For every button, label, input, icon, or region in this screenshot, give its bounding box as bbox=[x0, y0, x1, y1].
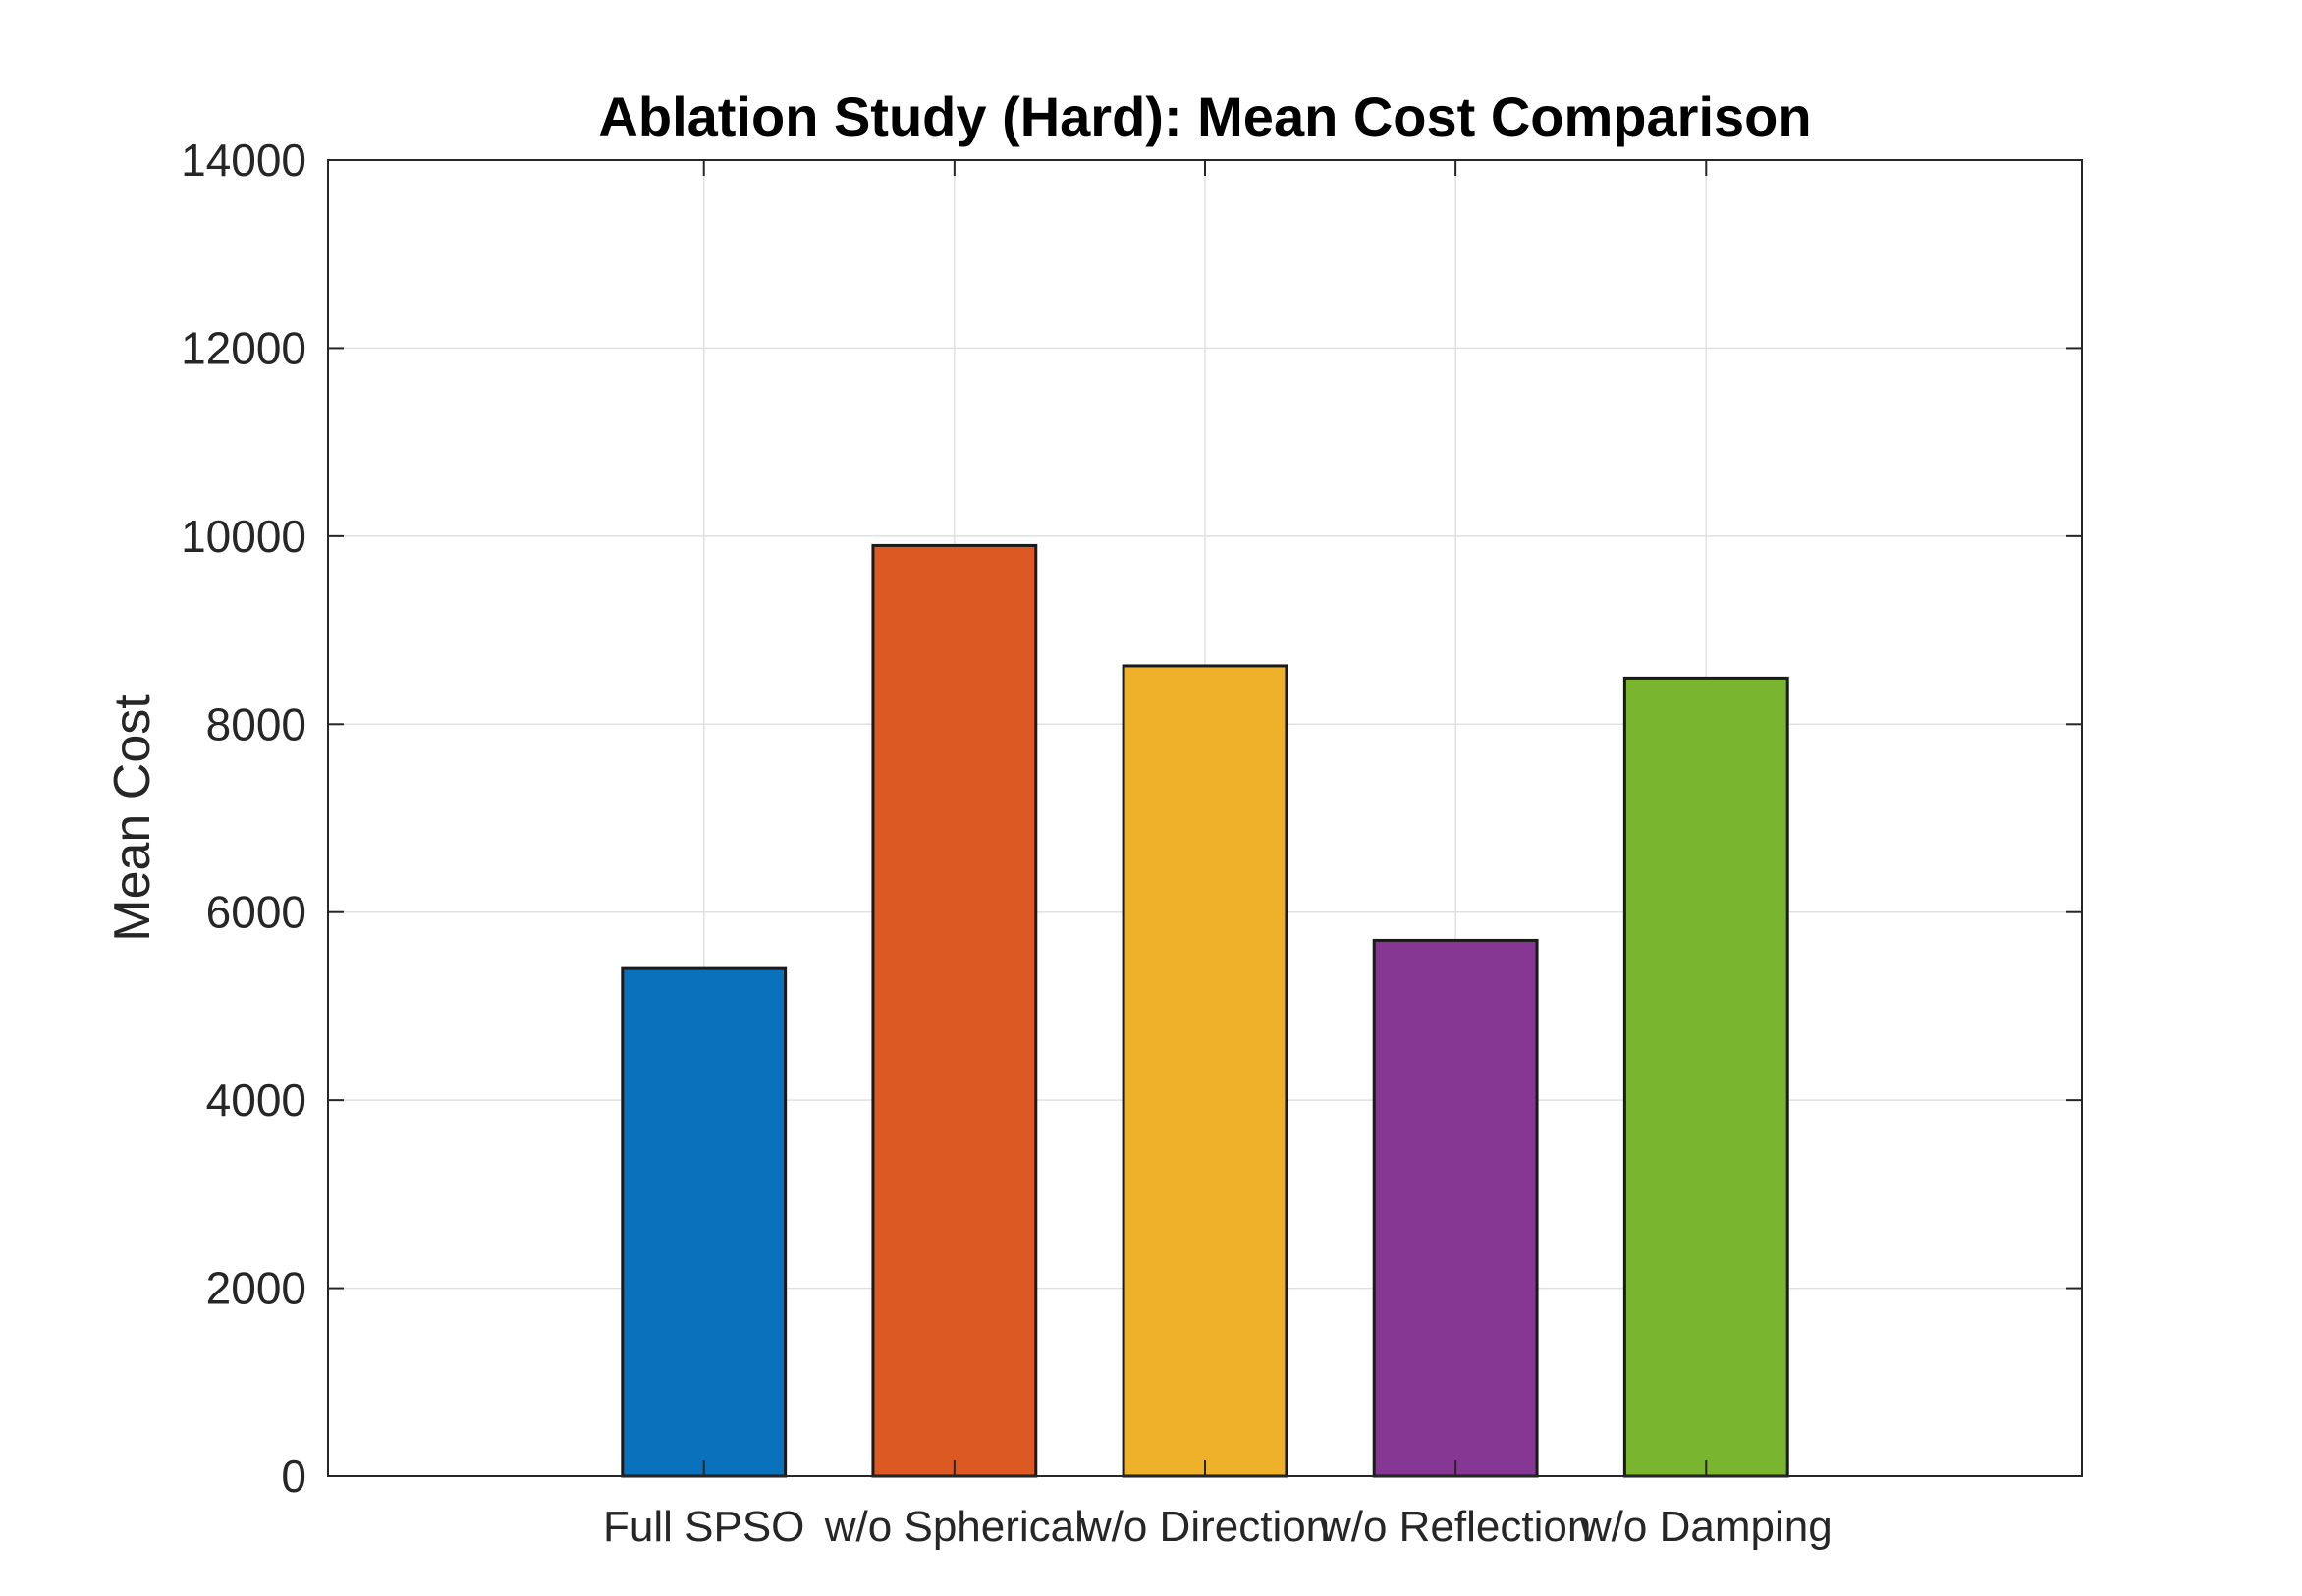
y-tick-label: 6000 bbox=[206, 887, 306, 938]
y-tick-label: 8000 bbox=[206, 698, 306, 749]
y-tick-label: 0 bbox=[281, 1451, 306, 1502]
x-tick-label: w/o Spherical bbox=[824, 1503, 1084, 1551]
y-tick-label: 12000 bbox=[181, 322, 306, 373]
axis-ticks bbox=[328, 159, 2082, 1477]
x-tick-label: w/o Damping bbox=[1579, 1503, 1833, 1551]
y-axis-label: Mean Cost bbox=[104, 694, 161, 942]
bar-full-spso bbox=[621, 966, 788, 1478]
y-tick-label: 4000 bbox=[206, 1074, 306, 1126]
y-tick-label: 14000 bbox=[181, 135, 306, 186]
x-tick-label: w/o Direction bbox=[1079, 1503, 1330, 1551]
x-tick-label: Full SPSO bbox=[603, 1503, 804, 1551]
bar-w-o-spherical bbox=[871, 543, 1038, 1478]
bar-w-o-reflection bbox=[1372, 938, 1539, 1478]
bars bbox=[621, 543, 1789, 1478]
bar-w-o-direction bbox=[1122, 664, 1288, 1478]
y-tick-label: 10000 bbox=[181, 511, 306, 562]
y-tick-label: 2000 bbox=[206, 1263, 306, 1314]
bar-w-o-damping bbox=[1622, 676, 1789, 1478]
x-tick-label: w/o Reflection bbox=[1319, 1503, 1591, 1551]
chart-title: Ablation Study (Hard): Mean Cost Compari… bbox=[598, 85, 1811, 147]
tick-labels: 0 2000 4000 6000 8000 10000 12000 14000 Full SPS… bbox=[181, 135, 1833, 1551]
